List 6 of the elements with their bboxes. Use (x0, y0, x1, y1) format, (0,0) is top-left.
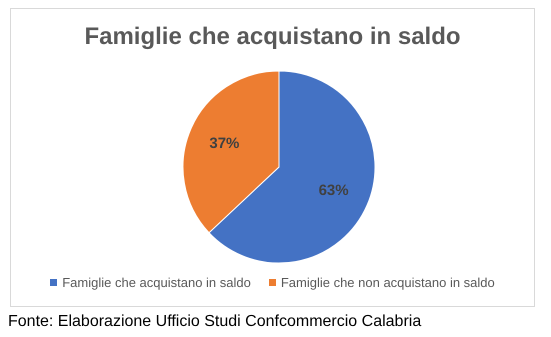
legend-label: Famiglie che acquistano in saldo (62, 275, 251, 290)
data-label: 63% (318, 182, 349, 200)
source-note: Fonte: Elaborazione Ufficio Studi Confcommercio Calabria (8, 313, 422, 331)
chart-title: Famiglie che acquistano in saldo (83, 23, 462, 52)
legend-label: Famiglie che non acquistano in saldo (280, 275, 495, 290)
data-label: 37% (209, 134, 240, 152)
